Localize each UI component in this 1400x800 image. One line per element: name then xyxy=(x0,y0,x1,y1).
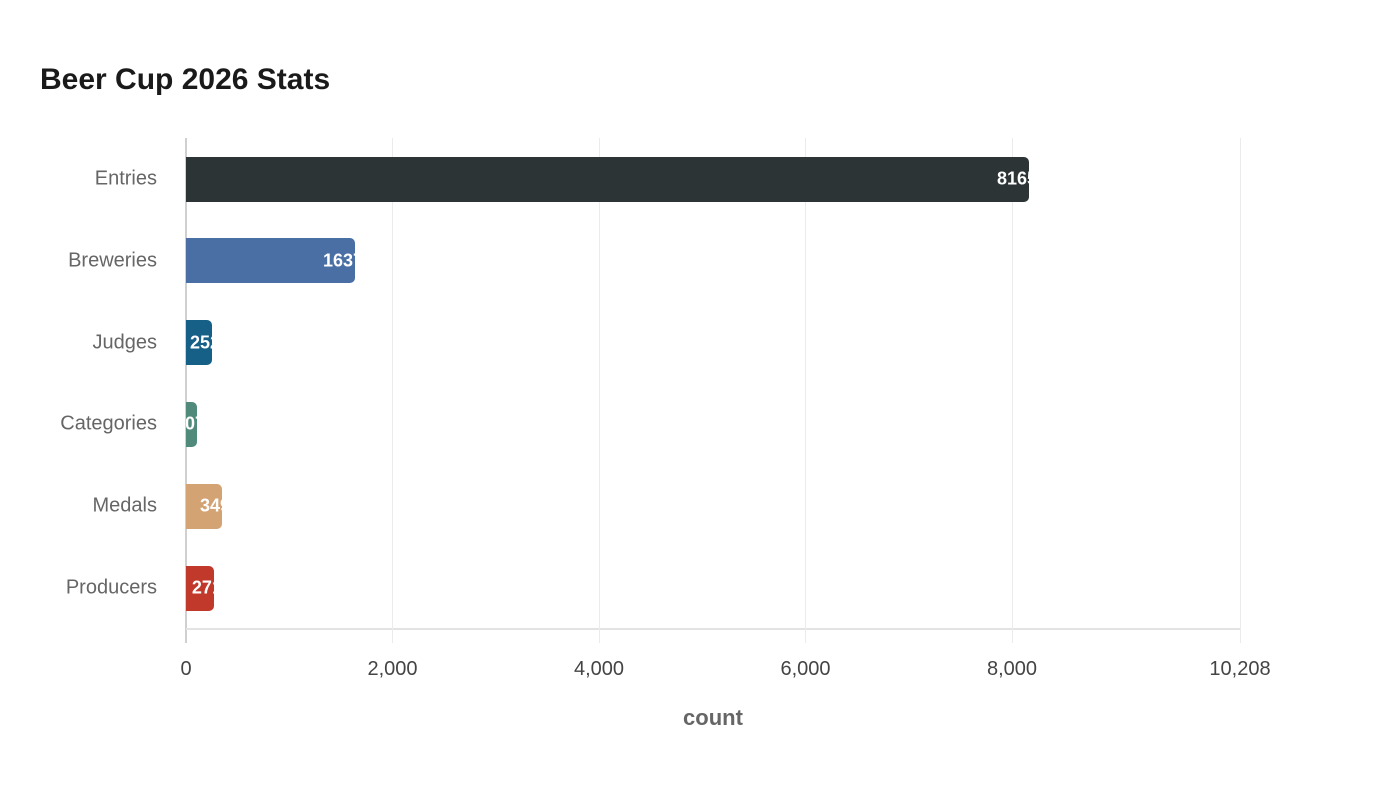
gridline xyxy=(805,138,806,643)
bar-value-label: 1637 xyxy=(322,250,355,271)
plot-area: 8165 1637 252 107 349 271 xyxy=(185,138,1241,643)
x-tick-label: 4,000 xyxy=(573,658,625,680)
gridline xyxy=(392,138,393,643)
bar-categories[interactable]: 107 xyxy=(186,401,198,447)
bar-value-label: 349 xyxy=(199,495,222,516)
gridline xyxy=(1011,138,1013,643)
gridline xyxy=(598,138,600,643)
y-axis-label: Judges xyxy=(92,331,158,354)
y-axis-label: Breweries xyxy=(68,249,157,272)
y-axis-label: Medals xyxy=(92,494,157,517)
y-axis-label: Categories xyxy=(60,412,157,435)
bar-value-label: 252 xyxy=(189,332,212,353)
x-axis-line xyxy=(186,628,1240,630)
bar-entries[interactable]: 8165 xyxy=(186,156,1030,202)
bar-medals[interactable]: 349 xyxy=(186,483,223,529)
bar-breweries[interactable]: 1637 xyxy=(186,238,356,284)
x-tick-label: 2,000 xyxy=(367,658,418,680)
bar-value-label: 107 xyxy=(186,413,197,434)
x-tick-label: 10,208 xyxy=(1209,658,1271,680)
bar-value-label: 8165 xyxy=(997,168,1029,189)
y-axis-label: Producers xyxy=(65,576,157,599)
bar-judges[interactable]: 252 xyxy=(186,320,213,366)
x-axis-title: count xyxy=(683,705,743,730)
bar-producers[interactable]: 271 xyxy=(186,565,214,611)
x-tick-label: 8,000 xyxy=(986,658,1038,680)
x-tick-label: 0 xyxy=(180,658,192,680)
y-axis-line xyxy=(185,138,187,643)
bar-value-label: 271 xyxy=(191,577,214,598)
x-tick-label: 6,000 xyxy=(780,658,831,680)
gridline xyxy=(1239,138,1241,643)
chart-title: Beer Cup 2026 Stats xyxy=(40,63,331,96)
y-axis-label: Entries xyxy=(94,167,157,190)
